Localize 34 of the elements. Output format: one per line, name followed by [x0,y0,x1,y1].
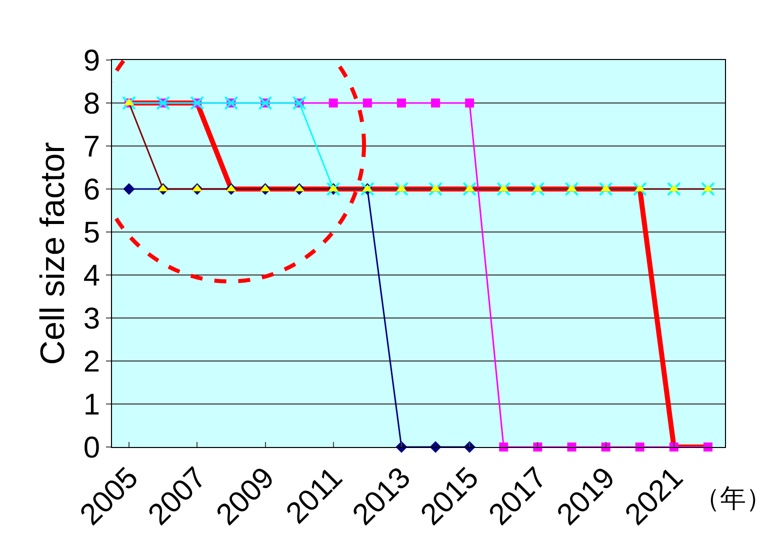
point [190,96,204,110]
y-tick-label: 2 [83,346,100,378]
point [598,182,613,196]
point [462,182,477,196]
y-axis-title: Cell size factor [34,142,72,365]
y-tick-label: 6 [83,174,100,206]
point [224,96,238,110]
y-tick-label: 3 [83,302,100,336]
point [666,182,681,196]
point [700,182,715,196]
y-tick-label: 9 [83,44,100,78]
point [292,96,306,110]
point [362,98,372,108]
point [431,98,440,108]
point [328,98,338,108]
point [496,182,511,196]
point [123,183,135,195]
point [632,182,647,196]
text: （年） [694,484,772,514]
y-tick-label: 5 [83,216,100,250]
point [156,96,170,110]
point [564,182,579,196]
point [396,98,406,108]
point [428,182,443,196]
y-tick-label: 7 [83,130,100,164]
point [258,96,272,110]
y-tick-label: 8 [83,88,100,120]
point [394,182,408,196]
y-tick-label: 1 [83,388,100,422]
y-tick-label: 4 [83,260,100,292]
point [465,98,474,108]
y-tick-label: 0 [83,432,100,464]
point [122,96,136,110]
point [530,182,545,196]
